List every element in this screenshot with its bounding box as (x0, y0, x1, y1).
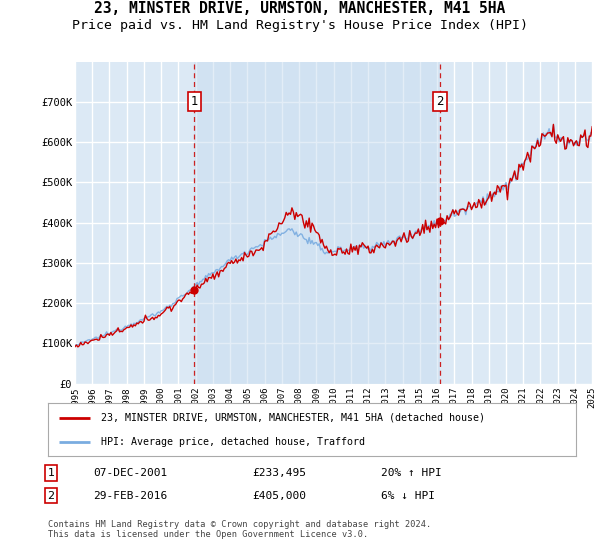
Text: 2: 2 (47, 491, 55, 501)
Text: 6% ↓ HPI: 6% ↓ HPI (381, 491, 435, 501)
Text: 29-FEB-2016: 29-FEB-2016 (93, 491, 167, 501)
Text: Contains HM Land Registry data © Crown copyright and database right 2024.
This d: Contains HM Land Registry data © Crown c… (48, 520, 431, 539)
Text: £405,000: £405,000 (252, 491, 306, 501)
Text: HPI: Average price, detached house, Trafford: HPI: Average price, detached house, Traf… (101, 437, 365, 447)
Text: 07-DEC-2001: 07-DEC-2001 (93, 468, 167, 478)
Text: 1: 1 (47, 468, 55, 478)
Text: Price paid vs. HM Land Registry's House Price Index (HPI): Price paid vs. HM Land Registry's House … (72, 19, 528, 32)
Bar (194, 62, 440, 384)
Text: 1: 1 (191, 95, 198, 108)
Text: £233,495: £233,495 (252, 468, 306, 478)
Text: 23, MINSTER DRIVE, URMSTON, MANCHESTER, M41 5HA: 23, MINSTER DRIVE, URMSTON, MANCHESTER, … (94, 1, 506, 16)
Text: 2: 2 (436, 95, 444, 108)
Text: 20% ↑ HPI: 20% ↑ HPI (381, 468, 442, 478)
Text: 23, MINSTER DRIVE, URMSTON, MANCHESTER, M41 5HA (detached house): 23, MINSTER DRIVE, URMSTON, MANCHESTER, … (101, 413, 485, 423)
